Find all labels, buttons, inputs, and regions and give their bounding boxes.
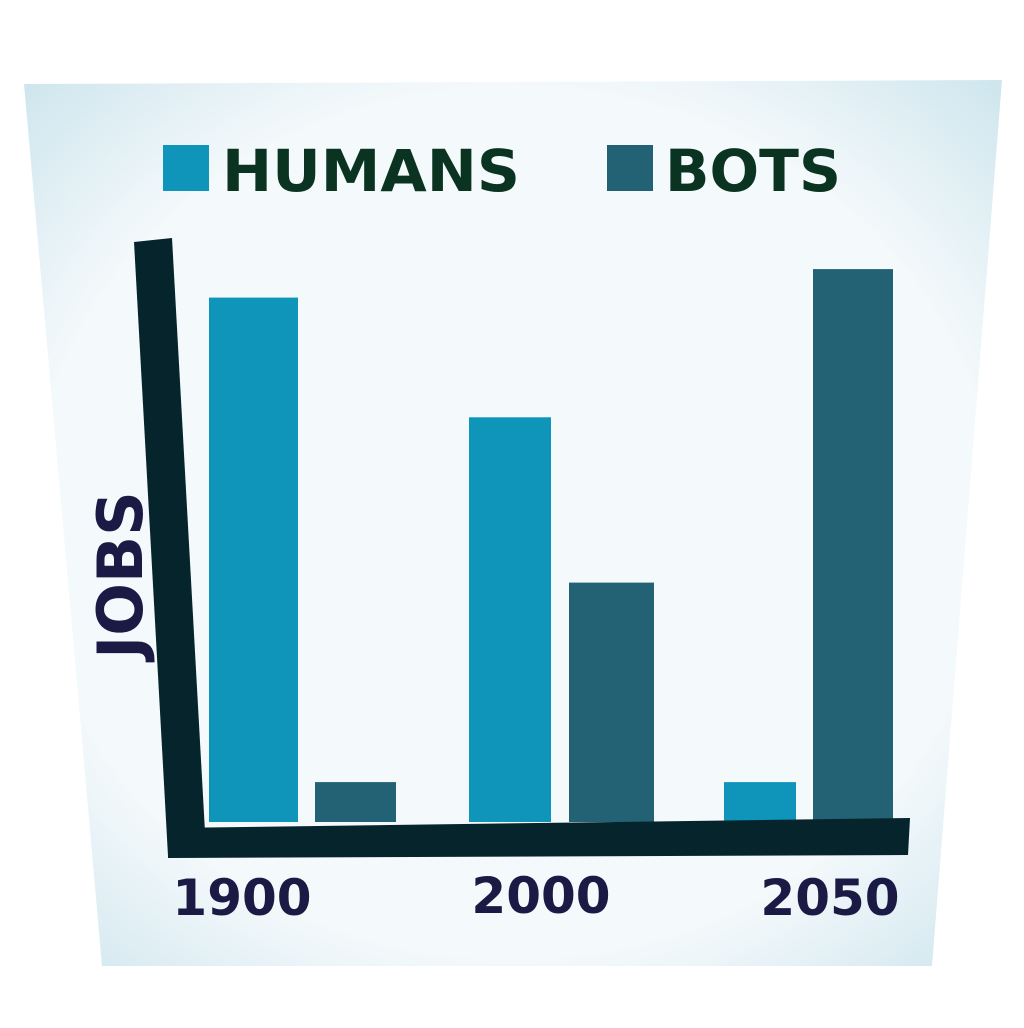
y-axis-label: JOBS	[84, 491, 157, 663]
bar-bots-2050	[813, 269, 893, 823]
y-axis	[134, 238, 206, 856]
legend-swatch-humans	[163, 145, 209, 191]
bar-humans-1900	[209, 297, 298, 823]
legend-label-humans: HUMANS	[222, 137, 520, 205]
bar-bots-1900	[315, 782, 396, 822]
x-tick-label-1900: 1900	[172, 869, 311, 927]
x-tick-label-2000: 2000	[471, 867, 610, 925]
bar-bots-2000	[569, 582, 654, 822]
bar-humans-2050	[724, 782, 796, 822]
bar-humans-2000	[469, 417, 551, 822]
legend-swatch-bots	[607, 145, 653, 191]
x-axis	[168, 818, 910, 858]
legend-label-bots: BOTS	[665, 137, 841, 205]
bars-group	[209, 269, 893, 823]
x-tick-label-2050: 2050	[760, 869, 899, 927]
